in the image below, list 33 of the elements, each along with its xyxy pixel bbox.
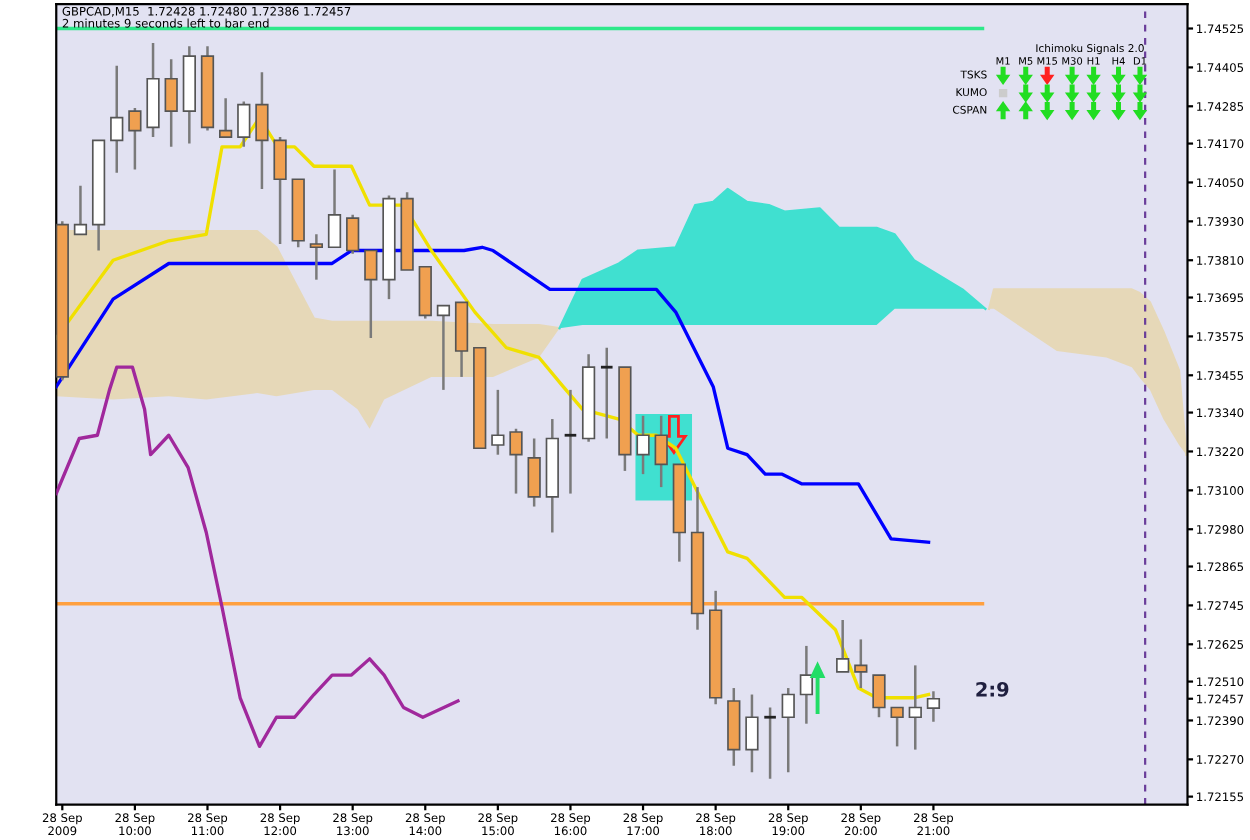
- candlestick: [908, 664, 922, 751]
- candlestick: [654, 414, 668, 489]
- line-series: [56, 245, 931, 544]
- candlestick: [599, 346, 614, 440]
- candlestick: [836, 618, 850, 674]
- candlestick: [926, 690, 941, 723]
- candlestick: [128, 106, 142, 171]
- candlestick: [781, 686, 795, 774]
- candlestick: [73, 184, 88, 236]
- candlestick: [237, 100, 251, 149]
- candlestick: [273, 135, 287, 246]
- candlestick: [110, 64, 124, 174]
- candlestick: [854, 638, 868, 690]
- candlestick: [527, 437, 541, 508]
- candlestick: [872, 673, 886, 719]
- candlestick: [799, 644, 814, 725]
- candlestick: [364, 249, 378, 340]
- annotation: 2:9: [976, 681, 1009, 697]
- candlestick: [327, 168, 342, 249]
- candlestick: [491, 388, 505, 456]
- candlestick: [762, 706, 778, 781]
- candlestick: [509, 427, 523, 495]
- candlestick: [563, 388, 578, 495]
- candlestick: [255, 71, 269, 191]
- candlestick: [436, 304, 451, 392]
- candlestick: [636, 414, 650, 476]
- candlestick: [309, 233, 324, 281]
- candlestick: [745, 693, 759, 774]
- candlestick: [890, 706, 904, 748]
- candlestick: [164, 58, 178, 149]
- candlestick: [346, 213, 360, 255]
- line-series: [56, 365, 460, 749]
- candlestick: [218, 96, 233, 139]
